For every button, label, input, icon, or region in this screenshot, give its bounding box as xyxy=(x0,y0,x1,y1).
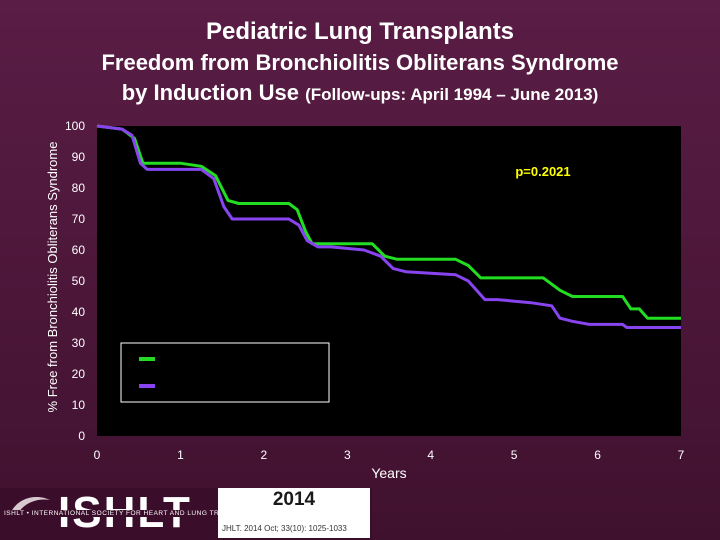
chart-subtitle: Freedom from Bronchiolitis Obliterans Sy… xyxy=(101,50,619,75)
y-tick-label: 70 xyxy=(72,212,86,226)
series-line-1 xyxy=(96,124,681,320)
p-value-annotation: p=0.2021 xyxy=(515,164,570,179)
x-tick-label: 5 xyxy=(511,448,518,462)
x-tick-label: 4 xyxy=(427,448,434,462)
legend-box xyxy=(120,342,330,403)
series-line-2 xyxy=(96,124,681,329)
series-lines xyxy=(96,124,681,329)
y-tick-label: 80 xyxy=(72,181,86,195)
y-tick-label: 100 xyxy=(65,119,85,133)
y-tick-label: 10 xyxy=(72,398,86,412)
follow-up-note: (Follow-ups: April 1994 – June 2013) xyxy=(305,85,599,104)
chart-subtitle-line2: by Induction Use (Follow-ups: April 1994… xyxy=(0,80,720,106)
publication-box: 2014 JHLT. 2014 Oct; 33(10): 1025-1033 xyxy=(218,488,370,538)
y-tick-label: 0 xyxy=(78,429,85,443)
x-tick-label: 7 xyxy=(678,448,685,462)
subtitle-main: by Induction Use xyxy=(121,80,299,105)
x-tick-label: 3 xyxy=(344,448,351,462)
y-axis: 0 10 20 30 40 50 60 70 80 90 100 xyxy=(65,119,85,443)
y-tick-label: 60 xyxy=(72,243,86,257)
x-tick-label: 2 xyxy=(261,448,268,462)
citation: JHLT. 2014 Oct; 33(10): 1025-1033 xyxy=(222,524,347,533)
x-axis-label: Years xyxy=(371,465,406,481)
x-tick-label: 1 xyxy=(177,448,184,462)
y-tick-label: 50 xyxy=(72,274,86,288)
publication-year: 2014 xyxy=(272,489,316,510)
x-tick-label: 6 xyxy=(594,448,601,462)
page-title: Pediatric Lung Transplants xyxy=(205,18,515,45)
legend xyxy=(120,342,330,403)
y-tick-label: 90 xyxy=(72,150,86,164)
y-tick-label: 20 xyxy=(72,367,86,381)
y-tick-label: 40 xyxy=(72,305,86,319)
x-tick-label: 0 xyxy=(94,448,101,462)
y-tick-label: 30 xyxy=(72,336,86,350)
x-axis: 0 1 2 3 4 5 6 7 xyxy=(94,448,685,462)
org-name: ISHLT • INTERNATIONAL SOCIETY FOR HEART … xyxy=(4,510,370,517)
